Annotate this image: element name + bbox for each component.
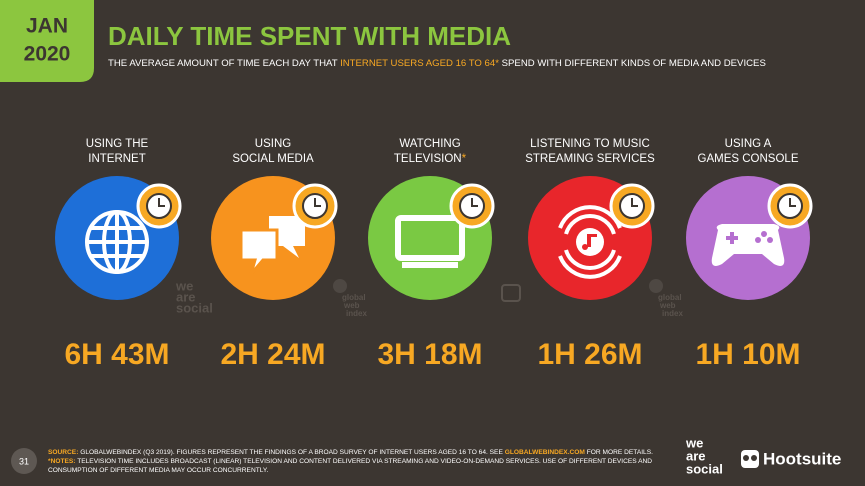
icon-shape bbox=[761, 231, 767, 237]
icon bbox=[558, 205, 622, 279]
icon-shape bbox=[558, 205, 622, 279]
item-value: 2H 24M bbox=[220, 338, 325, 371]
subtitle: THE AVERAGE AMOUNT OF TIME EACH DAY THAT… bbox=[108, 58, 766, 69]
subtitle-part: SPEND WITH DIFFERENT KINDS OF MEDIA AND … bbox=[499, 58, 766, 69]
source-link: GLOBALWEBINDEX.COM bbox=[505, 449, 586, 456]
clock-hands bbox=[631, 198, 638, 207]
item-label: SOCIAL MEDIA bbox=[232, 153, 314, 165]
watermark-text: global bbox=[658, 293, 682, 302]
item-label: USING A bbox=[725, 138, 772, 150]
icon-shape bbox=[402, 262, 458, 268]
item-label: GAMES CONSOLE bbox=[698, 153, 799, 165]
item-value: 1H 10M bbox=[695, 338, 800, 371]
item-label-part: GAMES CONSOLE bbox=[698, 153, 799, 165]
logo-text: we bbox=[685, 435, 703, 450]
item-value: 1H 26M bbox=[537, 338, 642, 371]
notes-line: *NOTES: TELEVISION TIME INCLUDES BROADCA… bbox=[48, 458, 652, 465]
logo-text: are bbox=[686, 448, 706, 463]
icon-shape bbox=[767, 237, 773, 243]
date-badge bbox=[0, 0, 94, 82]
icon-shape bbox=[395, 215, 465, 261]
page-number: 31 bbox=[19, 456, 29, 466]
icon-shape bbox=[269, 216, 305, 258]
title: DAILY TIME SPENT WITH MEDIA bbox=[108, 21, 511, 51]
item-marker: * bbox=[462, 153, 467, 165]
item-label: USING bbox=[255, 138, 291, 150]
badge-month: JAN bbox=[26, 15, 68, 38]
clock-hands bbox=[314, 198, 321, 207]
clock-hands bbox=[471, 198, 478, 207]
item-label-part: TELEVISION bbox=[394, 153, 462, 165]
logo-we-are-social: we are social bbox=[685, 435, 723, 476]
icon-shape bbox=[239, 228, 279, 275]
source-text: FOR MORE DETAILS. bbox=[585, 449, 653, 456]
notes-text: TELEVISION TIME INCLUDES BROADCAST (LINE… bbox=[75, 458, 652, 465]
page-badge bbox=[11, 448, 37, 474]
icon-shape bbox=[755, 237, 761, 243]
watermark-text: social bbox=[176, 300, 213, 315]
icon-shape bbox=[587, 234, 597, 247]
watermark-text: web bbox=[343, 301, 360, 310]
watermark-text: global bbox=[342, 293, 366, 302]
item-label: INTERNET bbox=[88, 153, 146, 165]
watermark-text: web bbox=[659, 301, 676, 310]
icon bbox=[395, 215, 465, 268]
source-text: GLOBALWEBINDEX (Q3 2019). FIGURES REPRES… bbox=[78, 449, 504, 456]
watermark-was: we are social bbox=[175, 278, 213, 315]
watermark-gwi: global web index global web index bbox=[333, 279, 683, 318]
item-label: WATCHING bbox=[399, 138, 460, 150]
watermark-text: are bbox=[176, 289, 196, 304]
logo-hootsuite: Hootsuite bbox=[741, 449, 841, 468]
item-label-part: SOCIAL MEDIA bbox=[232, 153, 314, 165]
footer-notes: SOURCE: GLOBALWEBINDEX (Q3 2019). FIGURE… bbox=[48, 449, 653, 474]
item-label: TELEVISION* bbox=[394, 153, 467, 165]
subtitle-part: THE AVERAGE AMOUNT OF TIME EACH DAY THAT bbox=[108, 58, 340, 69]
item-value: 3H 18M bbox=[377, 338, 482, 371]
media-item: WATCHING TELEVISION* 3H 18M bbox=[368, 138, 495, 371]
media-item: USING SOCIAL MEDIA 2H 24M bbox=[211, 138, 338, 371]
clock-hands bbox=[789, 198, 796, 207]
item-label: USING THE bbox=[86, 138, 149, 150]
watermark-owl bbox=[501, 284, 521, 302]
media-item: USING A GAMES CONSOLE 1H 10M bbox=[686, 138, 813, 371]
notes-text: CONSUMPTION OF DIFFERENT MEDIA MAY OCCUR… bbox=[48, 467, 268, 474]
source-label: SOURCE: bbox=[48, 449, 78, 456]
logo-text: social bbox=[686, 461, 723, 476]
source-line: SOURCE: GLOBALWEBINDEX (Q3 2019). FIGURE… bbox=[48, 449, 653, 456]
item-label-part: INTERNET bbox=[88, 153, 146, 165]
notes-label: *NOTES: bbox=[48, 458, 75, 465]
subtitle-highlight: INTERNET USERS AGED 16 TO 64* bbox=[340, 58, 499, 69]
media-item: LISTENING TO MUSIC STREAMING SERVICES 1H 2… bbox=[525, 138, 655, 371]
watermark-text: index bbox=[662, 309, 683, 318]
badge-year: 2020 bbox=[24, 43, 71, 66]
icon bbox=[711, 224, 785, 266]
clock-hands bbox=[158, 198, 165, 207]
watermark-text: index bbox=[346, 309, 367, 318]
item-label-part: STREAMING SERVICES bbox=[525, 153, 655, 165]
logo-text: Hootsuite bbox=[763, 449, 841, 468]
item-label: STREAMING SERVICES bbox=[525, 153, 655, 165]
icon-shape bbox=[582, 244, 588, 250]
item-value: 6H 43M bbox=[64, 338, 169, 371]
icon-shape bbox=[730, 232, 734, 244]
icon bbox=[85, 210, 149, 274]
media-item: USING THE INTERNET 6H 43M bbox=[55, 138, 182, 371]
icon bbox=[239, 216, 305, 275]
watermark-text: we bbox=[175, 278, 193, 293]
item-label: LISTENING TO MUSIC bbox=[530, 138, 650, 150]
